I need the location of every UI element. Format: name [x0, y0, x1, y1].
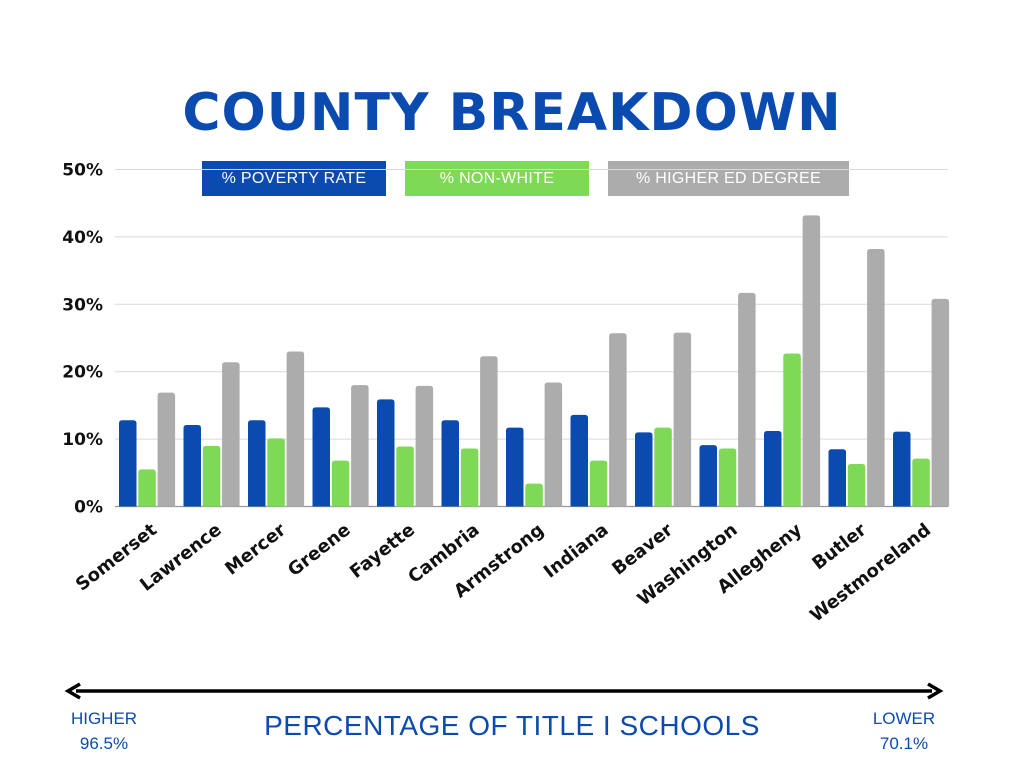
bar-fayette-higher-ed: [415, 385, 434, 507]
axis-end-right: LOWER 70.1%: [849, 706, 959, 756]
bar-lawrence-poverty: [183, 424, 201, 507]
bar-armstrong-non-white: [525, 483, 543, 507]
chart-title: COUNTY BREAKDOWN: [182, 83, 842, 143]
bar-somerset-poverty: [119, 420, 137, 507]
x-tick-label: Greene: [284, 519, 355, 581]
legend-item-higher-ed-degree: % HIGHER ED DEGREE: [608, 161, 849, 196]
bar-armstrong-higher-ed: [544, 382, 563, 507]
bar-cambria-poverty: [441, 420, 459, 507]
bar-washington-poverty: [699, 445, 717, 507]
legend-item-poverty-rate: % POVERTY RATE: [202, 161, 386, 196]
bar-allegheny-non-white: [783, 353, 801, 507]
x-tick-label: Mercer: [221, 519, 290, 579]
bar-westmoreland-poverty: [893, 431, 911, 507]
bar-washington-higher-ed: [738, 292, 756, 507]
bar-indiana-higher-ed: [609, 333, 627, 507]
y-tick-label: 30%: [62, 295, 103, 315]
bar-allegheny-higher-ed: [802, 215, 821, 507]
bar-beaver-higher-ed: [673, 332, 692, 507]
axis-end-left-label: HIGHER: [70, 709, 138, 728]
bars: [119, 215, 950, 507]
bar-somerset-non-white: [138, 469, 156, 507]
bar-lawrence-higher-ed: [222, 362, 240, 507]
y-tick-label: 50%: [62, 161, 103, 181]
gridlines: [115, 169, 948, 508]
legend-item-non-white: % NON-WHITE: [405, 161, 589, 196]
bar-lawrence-non-white: [202, 445, 221, 507]
bar-armstrong-poverty: [506, 427, 524, 507]
x-axis-label: PERCENTAGE OF TITLE I SCHOOLS: [264, 710, 760, 741]
bar-mercer-higher-ed: [286, 351, 305, 507]
bar-beaver-non-white: [654, 427, 672, 507]
bar-mercer-poverty: [248, 420, 266, 507]
bar-butler-poverty: [828, 449, 846, 507]
bar-indiana-non-white: [589, 460, 608, 507]
y-tick-label: 20%: [62, 363, 103, 383]
x-tick-label: Westmoreland: [806, 519, 935, 626]
axis-end-right-value: 70.1%: [879, 734, 929, 753]
bar-greene-higher-ed: [351, 385, 369, 507]
bar-somerset-higher-ed: [157, 392, 176, 507]
bar-westmoreland-higher-ed: [931, 298, 950, 507]
bar-beaver-poverty: [635, 432, 653, 507]
bar-fayette-poverty: [377, 399, 395, 507]
axis-end-left-value: 96.5%: [79, 734, 129, 753]
bar-cambria-non-white: [460, 448, 479, 507]
axis-end-left: HIGHER 96.5%: [49, 706, 159, 756]
bar-butler-higher-ed: [867, 249, 885, 507]
bar-greene-poverty: [312, 407, 330, 507]
bar-fayette-non-white: [396, 446, 414, 507]
y-tick-label: 0%: [74, 498, 103, 518]
y-tick-label: 40%: [62, 228, 103, 248]
bar-allegheny-poverty: [764, 431, 782, 507]
axis-end-right-label: LOWER: [872, 709, 936, 728]
bar-westmoreland-non-white: [912, 458, 930, 507]
bar-greene-non-white: [331, 460, 350, 507]
bar-indiana-poverty: [570, 414, 588, 507]
bar-cambria-higher-ed: [480, 356, 498, 507]
bar-butler-non-white: [847, 464, 866, 507]
bar-mercer-non-white: [267, 438, 285, 507]
x-tick-label: Indiana: [540, 519, 613, 582]
y-tick-label: 10%: [62, 430, 103, 450]
bar-washington-non-white: [718, 448, 737, 507]
axis-arrow: [64, 682, 944, 700]
